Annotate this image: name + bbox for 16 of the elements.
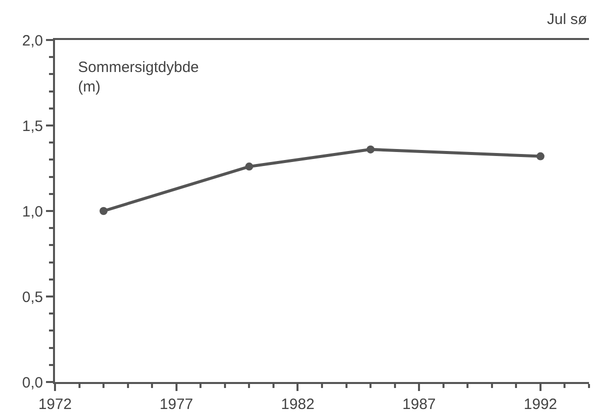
y-tick-label: 2,0 — [22, 32, 43, 50]
x-tick-label: 1982 — [281, 396, 314, 413]
y-tick-label: 0,0 — [22, 374, 43, 392]
x-tick-label: 1987 — [402, 396, 436, 413]
x-tick-label: 1992 — [524, 396, 558, 413]
point — [245, 162, 254, 171]
point — [536, 152, 544, 160]
y-axis-title: Sommersigtdybde (m) — [78, 59, 199, 96]
point — [100, 207, 108, 215]
chart-title: Jul sø — [547, 11, 588, 28]
y-tick-label: 1,5 — [22, 118, 43, 135]
x-tick-label: 1972 — [38, 396, 72, 413]
x-tick-label: 1977 — [160, 396, 194, 413]
y-tick-label: 0,5 — [22, 288, 43, 306]
point — [366, 145, 375, 154]
y-tick-label: 1,0 — [22, 203, 43, 220]
